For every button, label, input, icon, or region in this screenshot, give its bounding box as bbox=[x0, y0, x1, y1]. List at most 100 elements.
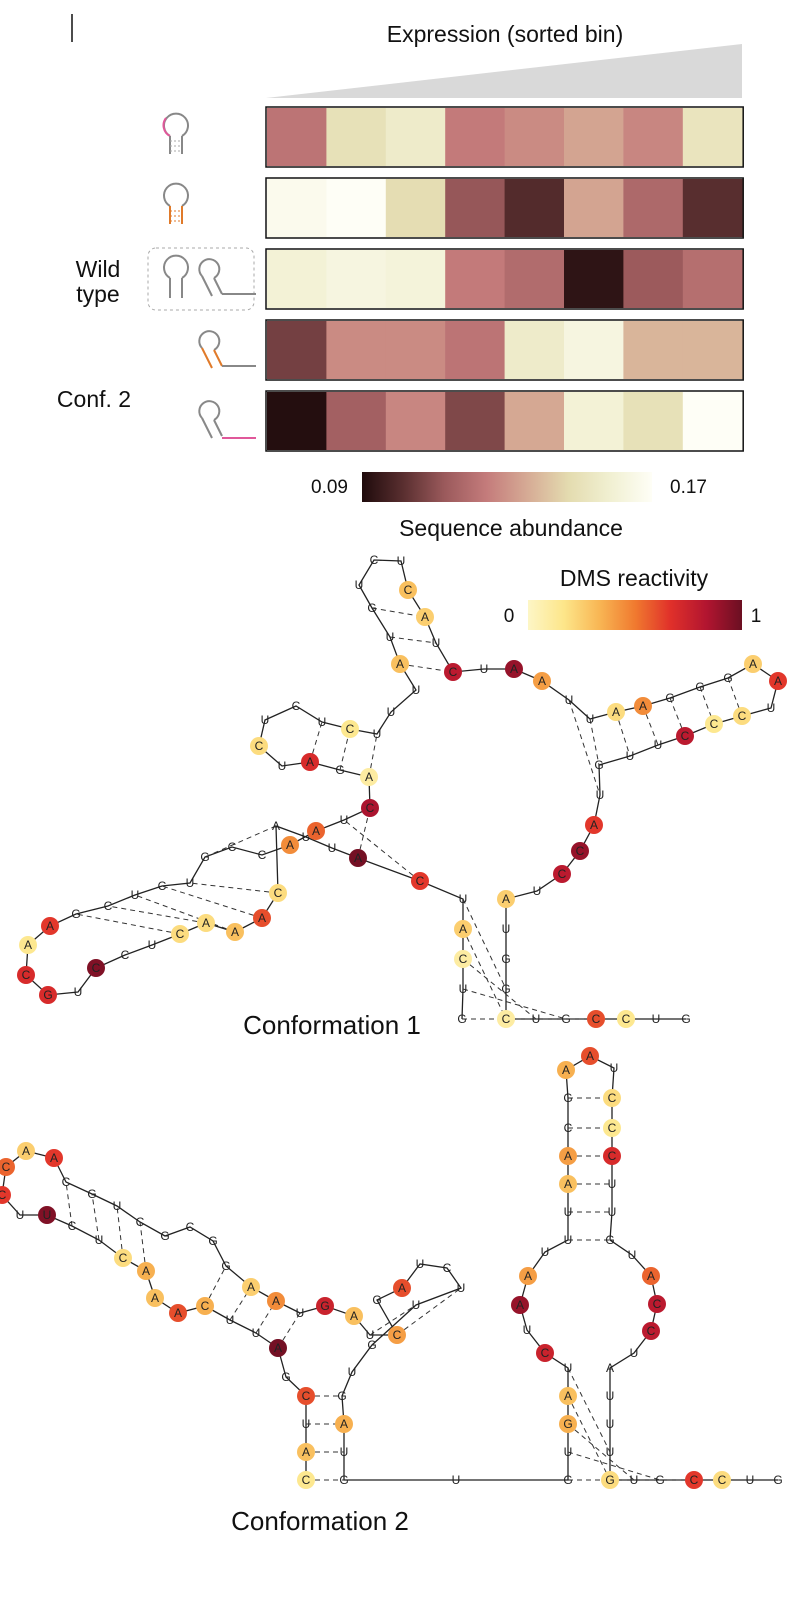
nucleotide: A bbox=[231, 925, 239, 939]
heatmap-cell bbox=[623, 392, 684, 450]
dms-marker bbox=[171, 925, 189, 943]
nucleotide: C bbox=[541, 1346, 550, 1360]
nucleotide: U bbox=[608, 1177, 617, 1191]
dms-title: DMS reactivity bbox=[560, 565, 709, 591]
dms-marker bbox=[559, 1387, 577, 1405]
nucleotide: G bbox=[339, 1473, 348, 1487]
dms-marker bbox=[603, 1147, 621, 1165]
nucleotide: A bbox=[142, 1264, 150, 1278]
dms-marker bbox=[360, 768, 378, 786]
nucleotide: U bbox=[296, 1306, 305, 1320]
nucleotide: A bbox=[421, 610, 429, 624]
heatmap-cell bbox=[385, 321, 446, 379]
base-pair bbox=[343, 819, 421, 882]
dms-marker bbox=[454, 950, 472, 968]
dms-marker bbox=[388, 1326, 406, 1344]
heatmap-cell bbox=[504, 250, 565, 308]
conformation-1-caption: Conformation 1 bbox=[243, 1010, 421, 1040]
dms-marker bbox=[416, 608, 434, 626]
dms-marker bbox=[399, 581, 417, 599]
nucleotide: G bbox=[665, 691, 674, 705]
nucleotide: U bbox=[348, 1365, 357, 1379]
dms-marker bbox=[341, 720, 359, 738]
nucleotide: U bbox=[74, 985, 83, 999]
nucleotide: U bbox=[340, 813, 349, 827]
nucleotide: U bbox=[340, 1445, 349, 1459]
base-pair bbox=[669, 697, 686, 737]
dms-marker bbox=[581, 1047, 599, 1065]
nucleotide: U bbox=[746, 1473, 755, 1487]
base-pair bbox=[277, 1312, 301, 1349]
nucleotide: U bbox=[355, 578, 364, 592]
nucleotide: G bbox=[723, 671, 732, 685]
nucleotide: U bbox=[302, 830, 311, 844]
nucleotide: U bbox=[412, 683, 421, 697]
dms-marker bbox=[454, 920, 472, 938]
nucleotide: G bbox=[501, 982, 510, 996]
dms-marker bbox=[769, 672, 787, 690]
nucleotide: A bbox=[302, 1445, 310, 1459]
hairpin-orange-tail-icon bbox=[198, 330, 256, 369]
heatmap-row-frame bbox=[265, 177, 744, 239]
nucleotide: G bbox=[367, 601, 376, 615]
nucleotide: A bbox=[274, 1341, 282, 1355]
nucleotide: G bbox=[563, 1473, 572, 1487]
nucleotide: C bbox=[366, 801, 375, 815]
dms-marker bbox=[307, 822, 325, 840]
dms-marker bbox=[316, 1297, 334, 1315]
base-pair bbox=[462, 988, 567, 1020]
dms-marker bbox=[19, 936, 37, 954]
nucleotide: C bbox=[68, 1219, 77, 1233]
heatmap-cell bbox=[267, 250, 327, 308]
nucleotide: G bbox=[563, 1417, 572, 1431]
dms-marker bbox=[642, 1267, 660, 1285]
nucleotide: A bbox=[510, 662, 518, 676]
dms-marker bbox=[297, 1443, 315, 1461]
nucleotide: C bbox=[274, 886, 283, 900]
heatmap-cell bbox=[385, 392, 446, 450]
dms-marker bbox=[444, 663, 462, 681]
nucleotide: U bbox=[373, 727, 382, 741]
nucleotide: U bbox=[386, 630, 395, 644]
dms-marker bbox=[533, 672, 551, 690]
nucleotide: A bbox=[612, 705, 620, 719]
nucleotide: G bbox=[773, 1473, 782, 1487]
base-pair bbox=[615, 711, 631, 757]
nucleotide: A bbox=[365, 770, 373, 784]
nucleotide: G bbox=[367, 1338, 376, 1352]
dms-marker bbox=[301, 753, 319, 771]
dms-marker bbox=[559, 1175, 577, 1193]
nucleotide: U bbox=[480, 662, 489, 676]
dms-marker bbox=[559, 1415, 577, 1433]
heatmap-cell bbox=[564, 250, 624, 308]
dms-marker bbox=[391, 655, 409, 673]
nucleotide: U bbox=[457, 1281, 466, 1295]
dms-marker bbox=[617, 1010, 635, 1028]
nucleotide: U bbox=[113, 1199, 122, 1213]
nucleotide: C bbox=[255, 739, 264, 753]
nucleotide: A bbox=[639, 699, 647, 713]
conf2-label: Conf. 2 bbox=[57, 386, 131, 412]
nucleotide: C bbox=[121, 948, 130, 962]
dms-marker bbox=[146, 1289, 164, 1307]
heatmap-cell bbox=[267, 179, 327, 237]
nucleotide: U bbox=[608, 1205, 617, 1219]
heatmap-cell bbox=[326, 108, 387, 166]
dms-marker bbox=[676, 727, 694, 745]
base-pair bbox=[568, 699, 601, 796]
dms-marker bbox=[505, 660, 523, 678]
nucleotide: U bbox=[459, 892, 468, 906]
nucleotide: C bbox=[710, 717, 719, 731]
nucleotide: U bbox=[564, 1445, 573, 1459]
nucleotide: U bbox=[564, 1361, 573, 1375]
nucleotide: C bbox=[449, 665, 458, 679]
dms-marker bbox=[267, 1292, 285, 1310]
nucleotide: A bbox=[312, 824, 320, 838]
nucleotide: C bbox=[459, 952, 468, 966]
nucleotide: U bbox=[459, 982, 468, 996]
dms-min-label: 0 bbox=[504, 606, 515, 627]
nucleotide: A bbox=[22, 1144, 30, 1158]
